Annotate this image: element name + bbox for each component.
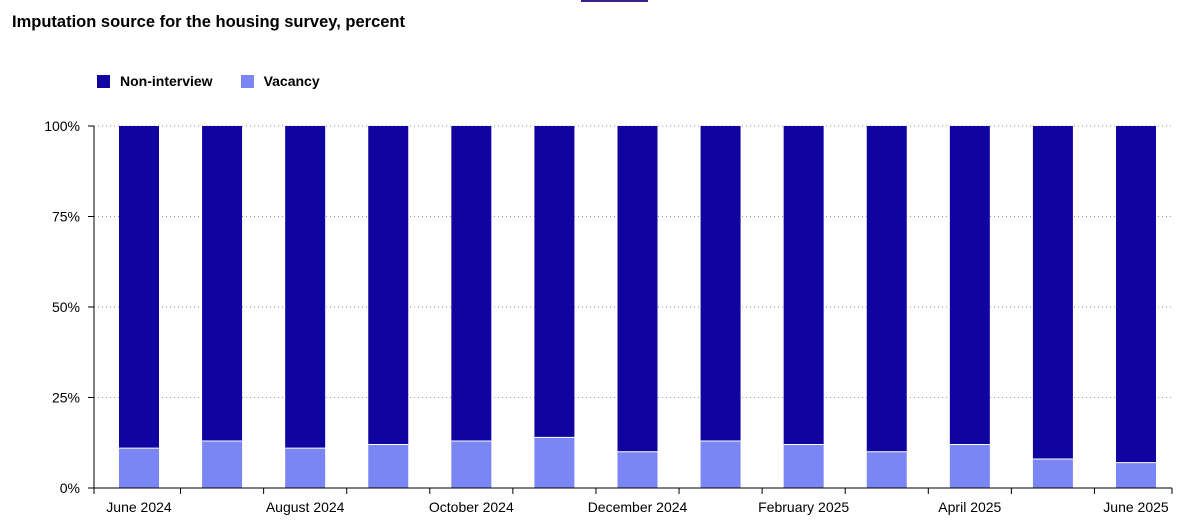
y-tick-label: 0% xyxy=(60,480,80,496)
bar-vacancy[interactable] xyxy=(866,451,907,488)
bar-vacancy[interactable] xyxy=(700,440,741,488)
x-tick-label: October 2024 xyxy=(429,499,514,515)
legend-item-vacancy[interactable]: Vacancy xyxy=(240,73,320,89)
y-tick-label: 50% xyxy=(52,299,80,315)
bar-non-interview[interactable] xyxy=(617,126,658,452)
bar-vacancy[interactable] xyxy=(1032,459,1073,488)
tick-labels: 0% 25% 50% 75% 100% June 2024 August 2024 Octob… xyxy=(44,118,1169,515)
x-tick-label: April 2025 xyxy=(938,499,1001,515)
bar-non-interview[interactable] xyxy=(119,126,159,449)
bar-non-interview[interactable] xyxy=(534,126,575,438)
bar-vacancy[interactable] xyxy=(202,440,243,488)
y-tick-label: 75% xyxy=(52,209,80,225)
y-tick-label: 100% xyxy=(44,118,80,134)
legend-swatch-vacancy xyxy=(240,74,254,88)
x-tick-label: August 2024 xyxy=(266,499,345,515)
bar-non-interview[interactable] xyxy=(700,126,741,441)
bar-non-interview[interactable] xyxy=(783,126,824,445)
grid-lines xyxy=(88,125,1172,489)
top-accent-bar xyxy=(581,0,648,2)
bar-non-interview[interactable] xyxy=(1116,126,1156,463)
bar-vacancy[interactable] xyxy=(285,448,326,488)
x-tick-label: June 2024 xyxy=(106,499,172,515)
bar-non-interview[interactable] xyxy=(368,126,409,445)
bar-vacancy[interactable] xyxy=(617,451,658,488)
bar-vacancy[interactable] xyxy=(119,448,159,488)
bar-vacancy[interactable] xyxy=(534,437,575,488)
bar-non-interview[interactable] xyxy=(285,126,326,449)
bar-non-interview[interactable] xyxy=(866,126,907,452)
chart-title: Imputation source for the housing survey… xyxy=(12,13,406,31)
bar-non-interview[interactable] xyxy=(1032,126,1073,460)
bar-non-interview[interactable] xyxy=(451,126,492,441)
x-tick-label: June 2025 xyxy=(1103,499,1169,515)
bar-vacancy[interactable] xyxy=(949,444,990,488)
legend-label-vacancy: Vacancy xyxy=(263,73,320,89)
x-tick-label: December 2024 xyxy=(588,499,688,515)
legend-item-non-interview[interactable]: Non-interview xyxy=(97,73,213,89)
y-tick-label: 25% xyxy=(52,390,80,406)
bar-vacancy[interactable] xyxy=(1116,462,1156,488)
legend-label-non-interview: Non-interview xyxy=(120,73,213,89)
x-tick-label: February 2025 xyxy=(758,499,849,515)
legend-swatch-non-interview xyxy=(97,74,110,88)
bar-vacancy[interactable] xyxy=(783,444,824,488)
bars xyxy=(119,126,1156,488)
bar-non-interview[interactable] xyxy=(949,126,990,445)
bar-vacancy[interactable] xyxy=(451,440,492,488)
bar-non-interview[interactable] xyxy=(202,126,243,441)
bar-vacancy[interactable] xyxy=(368,444,409,488)
axes xyxy=(93,126,1173,494)
legend: Non-interview Vacancy xyxy=(97,73,348,89)
